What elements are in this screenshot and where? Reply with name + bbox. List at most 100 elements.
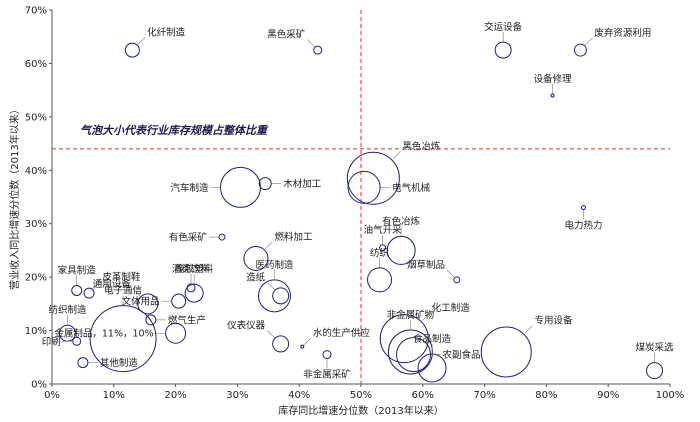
leader-line bbox=[137, 37, 146, 46]
leader-line bbox=[446, 269, 455, 278]
bubble-label: 煤炭采选 bbox=[636, 342, 675, 354]
leader-line bbox=[584, 37, 593, 46]
x-tick-label: 90% bbox=[597, 390, 619, 401]
bubble-label: 交运设备 bbox=[484, 21, 523, 33]
bubble bbox=[243, 245, 269, 271]
bubble-label: 黑色采矿 bbox=[267, 29, 306, 41]
bubble bbox=[272, 335, 290, 353]
bubble-label: 化工制造 bbox=[432, 302, 471, 314]
y-tick-label: 50% bbox=[25, 112, 47, 123]
bubble bbox=[272, 287, 290, 305]
bubble bbox=[219, 166, 261, 208]
bubble bbox=[346, 151, 400, 205]
bubble-label: 纺织制造 bbox=[48, 304, 87, 316]
x-axis-title: 库存同比增速分位数（2013年以来） bbox=[278, 404, 443, 417]
leader-line bbox=[392, 151, 401, 160]
bubble-label: 水的生产供应 bbox=[313, 327, 371, 339]
bubble-label: 汽车制造 bbox=[170, 182, 209, 194]
bubble bbox=[77, 357, 89, 369]
x-tick-label: 80% bbox=[535, 390, 557, 401]
bubble bbox=[137, 293, 159, 315]
x-tick-label: 70% bbox=[473, 390, 495, 401]
leader-line bbox=[264, 241, 273, 250]
bubble-label: 仪表仪器 bbox=[227, 319, 266, 331]
bubble bbox=[83, 287, 95, 299]
y-tick-label: 30% bbox=[25, 219, 47, 230]
bubble-label: 燃料加工 bbox=[274, 231, 313, 243]
bubble bbox=[218, 233, 226, 241]
bubble-label: 食品制造 bbox=[413, 333, 452, 345]
leader-line bbox=[132, 288, 141, 297]
bubble bbox=[257, 279, 291, 313]
leader-line bbox=[307, 39, 315, 48]
leader-line bbox=[524, 325, 533, 334]
bubble bbox=[258, 177, 272, 191]
chart-note: 气泡大小代表行业库存规模占整体比重 bbox=[80, 124, 269, 137]
leader-line bbox=[422, 312, 430, 321]
x-tick-label: 100% bbox=[656, 390, 685, 401]
x-tick-label: 50% bbox=[350, 390, 372, 401]
bubble-label: 非金属采矿 bbox=[303, 369, 351, 381]
bubble-label: 废弃资源利用 bbox=[594, 27, 651, 39]
y-tick-label: 70% bbox=[25, 6, 47, 17]
bubble-label: 金属制品，11%，10% bbox=[54, 328, 153, 340]
bubble bbox=[313, 45, 323, 55]
bubble bbox=[550, 93, 555, 98]
y-tick-label: 10% bbox=[25, 326, 47, 337]
leader-line bbox=[266, 282, 275, 291]
bubble-label: 文体用品 bbox=[122, 296, 160, 308]
bubble bbox=[573, 43, 587, 57]
bubble-label: 燃气生产 bbox=[168, 314, 206, 326]
bubble bbox=[453, 276, 461, 284]
bubble bbox=[300, 344, 305, 349]
bubble bbox=[367, 267, 393, 293]
bubble-label: 印刷 bbox=[42, 336, 61, 348]
bubble-label: 设备修理 bbox=[534, 73, 573, 85]
y-tick-label: 40% bbox=[25, 166, 47, 177]
y-tick-label: 0% bbox=[31, 380, 47, 391]
axes: 0% 10% 20% 30% 40% 50% 60% 70% 80% 90% 100% 0% 10% 20… bbox=[25, 6, 685, 402]
bubble bbox=[347, 170, 381, 204]
y-tick-label: 60% bbox=[25, 59, 47, 70]
bubble-label: 通用设备 bbox=[93, 278, 132, 290]
bubble-label: 有色采矿 bbox=[169, 232, 208, 244]
bubble-label: 家具制造 bbox=[58, 265, 97, 277]
bubble-label: 电子通信 bbox=[104, 285, 142, 297]
bubble bbox=[580, 205, 586, 211]
reference-lines bbox=[52, 10, 670, 384]
bubble bbox=[322, 350, 332, 360]
bubble-label: 油气开采 bbox=[364, 224, 403, 236]
bubble-label: 酒类饮料 bbox=[172, 263, 211, 275]
bubble bbox=[171, 293, 187, 309]
bubble-label: 造纸 bbox=[246, 271, 266, 283]
bubble-label: 黑色冶炼 bbox=[402, 140, 441, 152]
bubble-label: 电气机械 bbox=[392, 182, 431, 194]
y-tick-label: 20% bbox=[25, 273, 47, 284]
bubble-label: 电力热力 bbox=[564, 220, 602, 232]
bubble-label: 橡胶塑料 bbox=[175, 263, 214, 275]
bubble bbox=[184, 283, 204, 303]
bubble bbox=[480, 326, 532, 378]
bubble bbox=[494, 41, 512, 59]
bubble-label: 医药制造 bbox=[255, 259, 294, 271]
bubble-label: 烟草制品 bbox=[407, 259, 445, 271]
leader-line bbox=[92, 281, 101, 290]
x-tick-label: 40% bbox=[288, 390, 310, 401]
bubble-label: 有色冶炼 bbox=[382, 215, 421, 227]
y-axis-title: 营业收入同比增速分位数（2013年以来） bbox=[8, 104, 21, 289]
bubble bbox=[646, 362, 664, 380]
x-tick-label: 30% bbox=[226, 390, 248, 401]
x-tick-label: 0% bbox=[44, 390, 60, 401]
x-tick-label: 60% bbox=[412, 390, 434, 401]
bubble-label: 纺织 bbox=[370, 247, 389, 259]
x-tick-label: 10% bbox=[103, 390, 125, 401]
bubble-label: 化纤制造 bbox=[147, 26, 186, 38]
leader-line bbox=[303, 337, 312, 346]
bubble-label: 非金属矿物 bbox=[387, 309, 435, 321]
bubble-label: 其他制造 bbox=[100, 357, 139, 369]
x-tick-label: 20% bbox=[164, 390, 186, 401]
bubble-label: 专用设备 bbox=[534, 315, 573, 327]
bubble-label: 农副食品 bbox=[443, 349, 481, 361]
